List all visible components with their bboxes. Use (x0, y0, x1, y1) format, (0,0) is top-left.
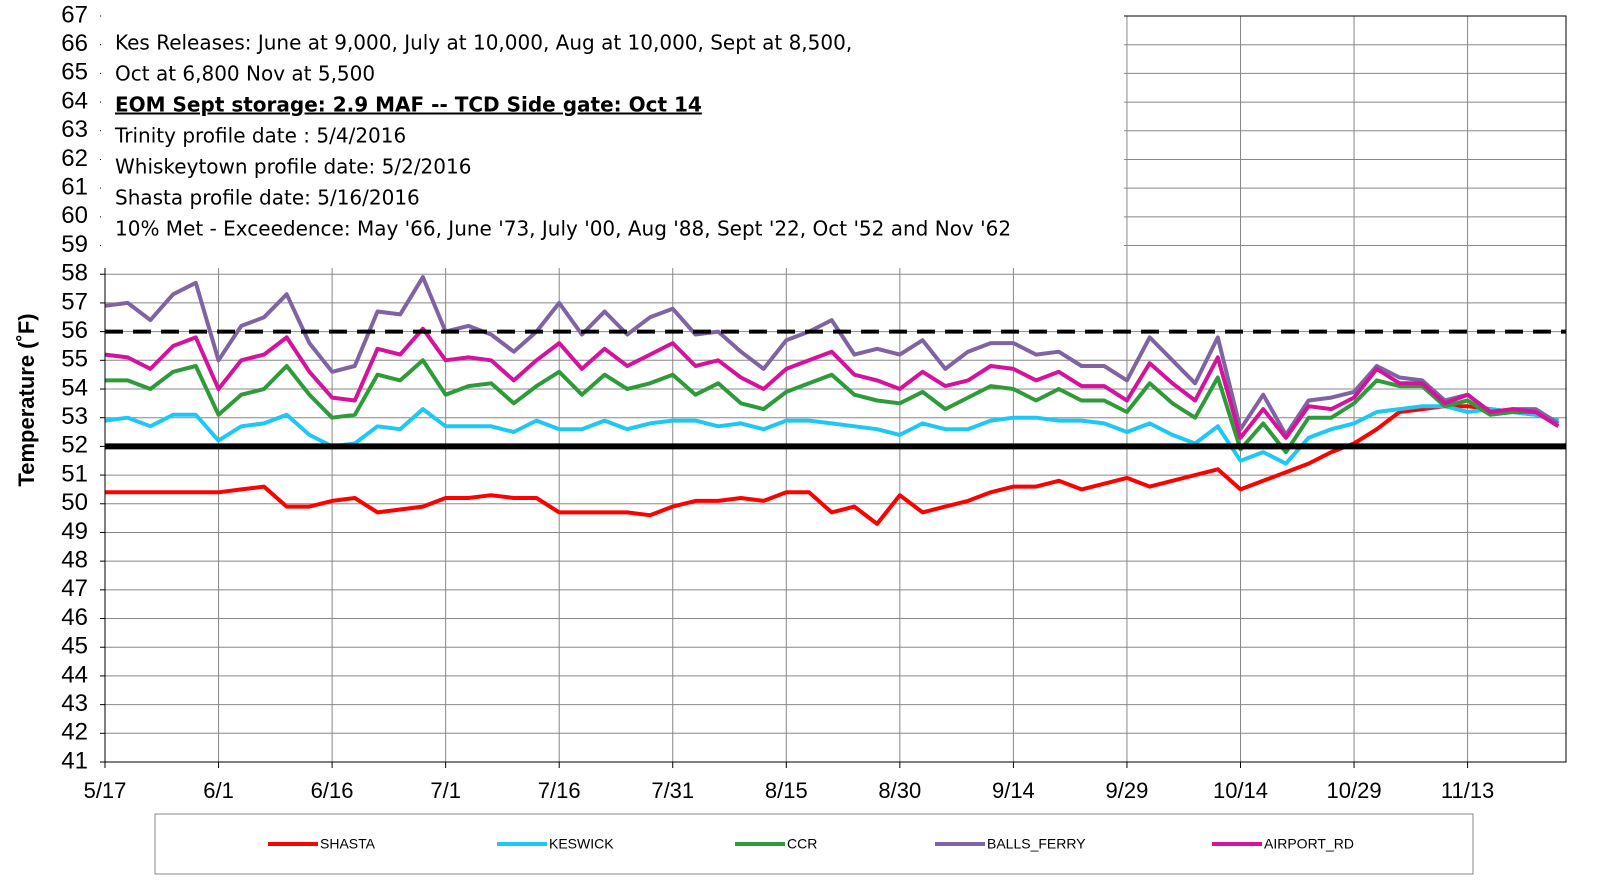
y-tick-label: 59 (61, 231, 88, 258)
annotation: 10% Met - Exceedence: May '66, June '73,… (115, 217, 1011, 241)
y-tick-label: 62 (61, 145, 88, 172)
y-tick-label: 63 (61, 116, 88, 143)
series-line (104, 404, 1559, 466)
annotation-box (101, 0, 1124, 268)
legend-label: BALLS_FERRY (987, 836, 1086, 852)
y-tick-label: 57 (61, 288, 88, 315)
legend-label: SHASTA (320, 836, 376, 852)
x-tick-label: 7/31 (651, 778, 694, 803)
legend-label: AIRPORT_RD (1264, 836, 1354, 852)
series-line (104, 275, 1560, 437)
series-line (104, 326, 1560, 440)
x-tick-label: 9/29 (1106, 778, 1149, 803)
y-tick-label: 49 (61, 518, 88, 545)
x-tick-label: 7/1 (430, 778, 461, 803)
y-tick-label: 44 (61, 661, 88, 688)
series-line (105, 358, 1560, 455)
x-tick-label: 8/15 (765, 778, 808, 803)
y-tick-label: 50 (61, 489, 88, 516)
y-tick-label: 41 (61, 747, 88, 774)
y-tick-label: 61 (61, 173, 88, 200)
x-tick-label: 6/1 (203, 778, 234, 803)
y-tick-label: 53 (61, 403, 88, 430)
y-tick-label: 52 (61, 432, 88, 459)
legend-label: CCR (787, 836, 817, 852)
y-tick-label: 51 (61, 460, 88, 487)
y-tick-label: 64 (61, 87, 88, 114)
annotation: Kes Releases: June at 9,000, July at 10,… (115, 31, 852, 55)
y-tick-label: 55 (61, 346, 88, 373)
y-tick-label: 42 (61, 719, 88, 746)
y-tick-label: 67 (61, 1, 88, 28)
y-tick-label: 58 (61, 260, 88, 287)
x-tick-label: 9/14 (992, 778, 1035, 803)
y-tick-label: 47 (61, 575, 88, 602)
y-tick-label: 48 (61, 546, 88, 573)
y-axis-label: Temperature (˚F) (14, 313, 39, 486)
annotation: Trinity profile date : 5/4/2016 (114, 124, 406, 148)
y-tick-label: 43 (61, 690, 88, 717)
x-tick-label: 8/30 (878, 778, 921, 803)
x-tick-label: 7/16 (538, 778, 581, 803)
x-tick-label: 11/13 (1441, 778, 1494, 803)
y-tick-label: 45 (61, 633, 88, 660)
annotation: Whiskeytown profile date: 5/2/2016 (115, 155, 471, 179)
x-tick-label: 10/29 (1327, 778, 1382, 803)
y-tick-label: 60 (61, 202, 88, 229)
x-tick-label: 10/14 (1213, 778, 1268, 803)
annotation: EOM Sept storage: 2.9 MAF -- TCD Side ga… (115, 93, 702, 117)
y-tick-label: 46 (61, 604, 88, 631)
y-tick-label: 56 (61, 317, 88, 344)
y-tick-label: 54 (61, 374, 88, 401)
y-tick-label: 66 (61, 30, 88, 57)
annotation: Shasta profile date: 5/16/2016 (115, 186, 420, 210)
legend-label: KESWICK (549, 836, 614, 852)
series-line (105, 404, 1559, 526)
annotation: Oct at 6,800 Nov at 5,500 (115, 62, 375, 86)
x-tick-label: 6/16 (311, 778, 354, 803)
y-tick-label: 65 (61, 59, 88, 86)
x-tick-label: 5/17 (84, 778, 127, 803)
